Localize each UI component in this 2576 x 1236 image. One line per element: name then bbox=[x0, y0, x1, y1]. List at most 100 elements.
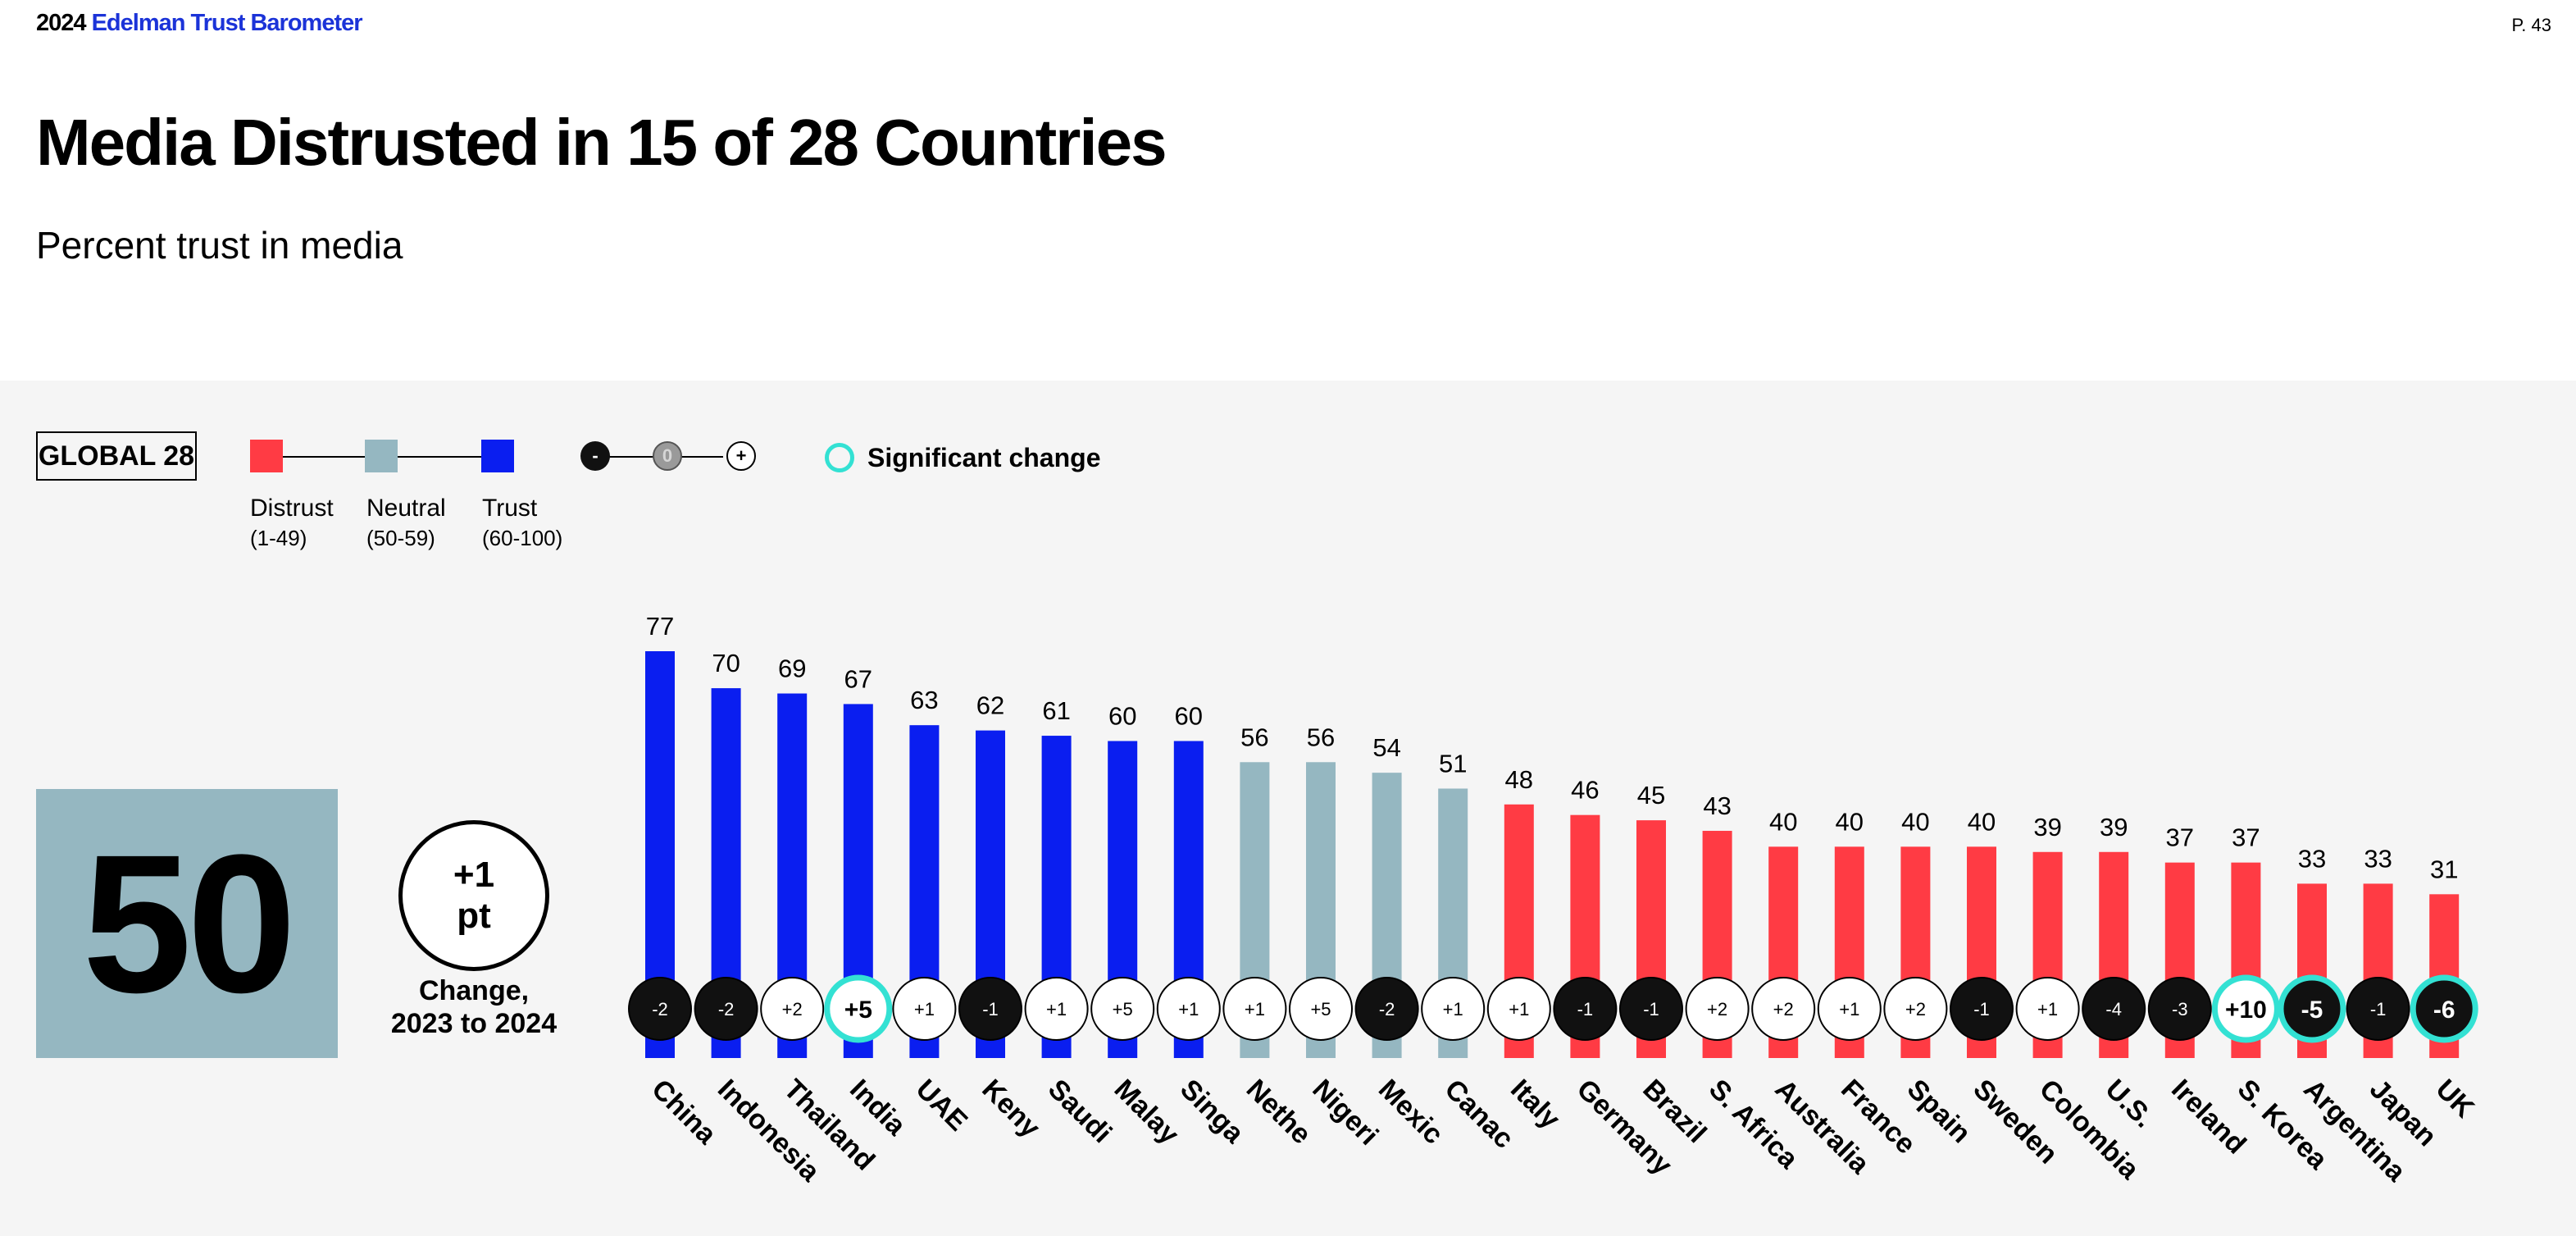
change-circle bbox=[1024, 977, 1089, 1041]
bar-value-label: 31 bbox=[2430, 855, 2458, 883]
change-value-label: -2 bbox=[718, 999, 735, 1019]
change-value-label: +2 bbox=[1905, 999, 1926, 1019]
change-value-label: +1 bbox=[1046, 999, 1067, 1019]
global-trust-value: 50 bbox=[36, 789, 338, 1058]
change-circle bbox=[2015, 977, 2080, 1041]
change-value-label: +2 bbox=[1773, 999, 1794, 1019]
country-label: U.S. bbox=[2100, 1074, 2160, 1134]
change-value-label: -1 bbox=[1643, 999, 1659, 1019]
change-circle bbox=[2346, 977, 2410, 1041]
brand-year: 2024 bbox=[36, 10, 87, 36]
bar-value-label: 33 bbox=[2364, 844, 2392, 873]
change-label-line1: Change, bbox=[418, 975, 530, 1006]
legend-connector bbox=[266, 456, 365, 458]
global-change-circle: +1 pt bbox=[398, 820, 549, 971]
change-value-label: -3 bbox=[2172, 999, 2188, 1019]
legend-label-distrust: Distrust bbox=[250, 495, 334, 522]
legend-swatch-distrust bbox=[250, 440, 283, 472]
country-label: Keny bbox=[976, 1074, 1046, 1144]
change-value-label: +2 bbox=[782, 999, 803, 1019]
page-number: P. 43 bbox=[2511, 15, 2551, 35]
bar-value-label: 39 bbox=[2100, 813, 2128, 841]
change-value-label: -2 bbox=[652, 999, 668, 1019]
bar-value-label: 61 bbox=[1042, 696, 1070, 725]
change-circle bbox=[1486, 977, 1551, 1041]
change-value-label: +2 bbox=[1707, 999, 1727, 1019]
country-label: Ireland bbox=[2165, 1074, 2252, 1161]
change-zero-icon: 0 bbox=[653, 441, 682, 471]
bar-value-label: 54 bbox=[1372, 733, 1400, 762]
legend-item-distrust: Distrust (1-49) bbox=[250, 494, 334, 553]
bar-value-label: 39 bbox=[2033, 813, 2061, 841]
legend-range-trust: (60-100) bbox=[482, 526, 563, 550]
country-label: UAE bbox=[910, 1074, 974, 1138]
change-value-label: +5 bbox=[1310, 999, 1331, 1019]
legend-swatch-neutral bbox=[365, 440, 398, 472]
bar-value-label: 37 bbox=[2166, 823, 2194, 852]
change-value-label: +5 bbox=[844, 997, 872, 1024]
legend-label-trust: Trust bbox=[482, 495, 538, 522]
change-circle bbox=[1685, 977, 1750, 1041]
global-change-unit: pt bbox=[457, 896, 491, 936]
change-circle bbox=[1090, 977, 1155, 1041]
change-circle bbox=[694, 977, 758, 1041]
change-value-label: -1 bbox=[2370, 999, 2387, 1019]
bar-value-label: 48 bbox=[1505, 765, 1533, 794]
chart-panel bbox=[0, 381, 2576, 1236]
change-negative-icon: - bbox=[580, 441, 610, 471]
bar-value-label: 46 bbox=[1571, 776, 1599, 805]
change-circle bbox=[1156, 977, 1221, 1041]
change-value-label: +1 bbox=[1245, 999, 1265, 1019]
change-circle bbox=[1421, 977, 1486, 1041]
change-value-label: -1 bbox=[1577, 999, 1594, 1019]
bar-value-label: 69 bbox=[778, 654, 806, 683]
change-circle bbox=[1950, 977, 2014, 1041]
country-label: Nethe bbox=[1240, 1074, 1318, 1151]
change-circle bbox=[1553, 977, 1618, 1041]
change-circle bbox=[2082, 977, 2146, 1041]
change-circle bbox=[958, 977, 1022, 1041]
change-value-label: -6 bbox=[2433, 997, 2455, 1024]
global-label-box: GLOBAL 28 bbox=[36, 431, 197, 481]
change-value-label: +1 bbox=[1443, 999, 1463, 1019]
brand-name: Edelman Trust Barometer bbox=[91, 10, 363, 36]
change-value-label: +1 bbox=[914, 999, 935, 1019]
bar-value-label: 70 bbox=[712, 649, 740, 677]
bar-value-label: 56 bbox=[1240, 723, 1268, 751]
country-label: Saudi bbox=[1042, 1074, 1117, 1149]
change-label-line2: 2023 to 2024 bbox=[390, 1008, 558, 1039]
global-change-value: +1 bbox=[453, 855, 495, 895]
change-positive-icon: + bbox=[726, 441, 756, 471]
change-circle bbox=[1354, 977, 1419, 1041]
change-circle bbox=[1289, 977, 1353, 1041]
legend-range-distrust: (1-49) bbox=[250, 526, 307, 550]
bar-value-label: 60 bbox=[1175, 702, 1203, 731]
change-value-label: -1 bbox=[982, 999, 999, 1019]
bar-value-label: 77 bbox=[646, 612, 674, 641]
change-circle bbox=[1222, 977, 1287, 1041]
bar-value-label: 62 bbox=[976, 691, 1004, 720]
bar-value-label: 40 bbox=[1968, 807, 1996, 836]
bar-value-label: 67 bbox=[844, 664, 872, 693]
header bbox=[0, 0, 2576, 377]
change-value-label: -2 bbox=[1379, 999, 1395, 1019]
legend-connector bbox=[398, 456, 481, 458]
change-value-label: +1 bbox=[1178, 999, 1199, 1019]
change-circle bbox=[1883, 977, 1948, 1041]
country-label: Malay bbox=[1108, 1074, 1186, 1151]
change-value-label: +1 bbox=[2037, 999, 2058, 1019]
bar-value-label: 40 bbox=[1836, 807, 1864, 836]
bar-value-label: 63 bbox=[910, 686, 938, 714]
legend-range-neutral: (50-59) bbox=[366, 526, 435, 550]
bar-value-label: 60 bbox=[1108, 702, 1136, 731]
bar-value-label: 33 bbox=[2298, 844, 2326, 873]
change-value-label: -1 bbox=[1973, 999, 1990, 1019]
country-label: Mexic bbox=[1372, 1074, 1450, 1151]
change-value-label: -4 bbox=[2105, 999, 2122, 1019]
brand-logo: 2024 Edelman Trust Barometer bbox=[36, 10, 363, 37]
change-value-label: -5 bbox=[2301, 997, 2323, 1024]
bar-value-label: 51 bbox=[1439, 749, 1467, 778]
country-label: China bbox=[645, 1074, 722, 1151]
bar-value-label: 37 bbox=[2232, 823, 2260, 852]
